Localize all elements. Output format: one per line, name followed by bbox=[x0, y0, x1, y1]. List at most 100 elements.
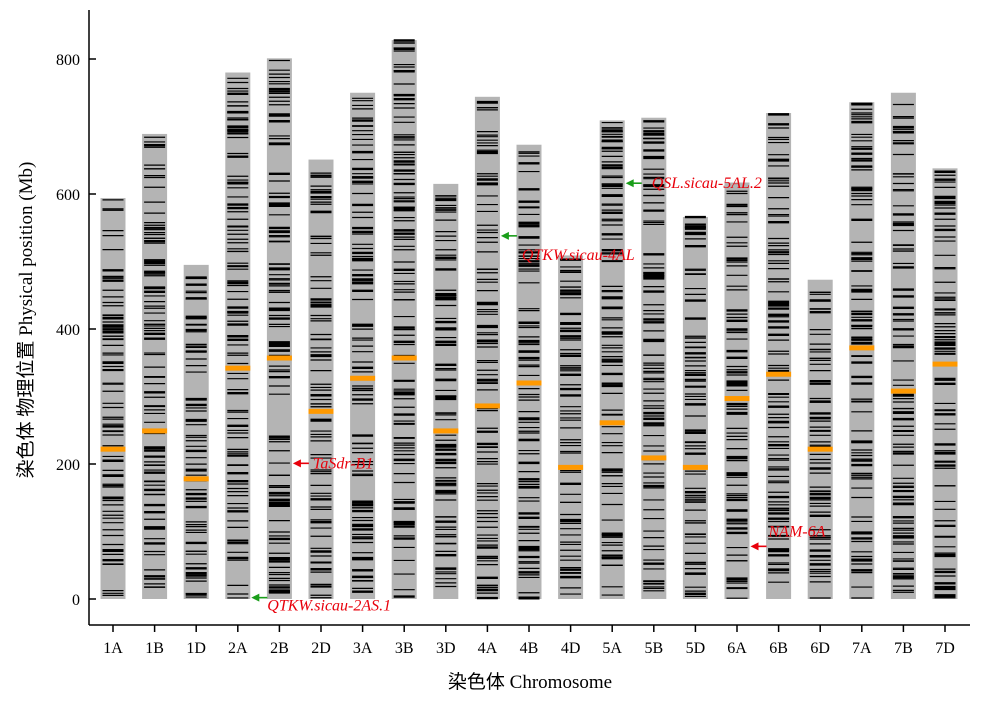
annotations: QSL.sicau-5AL.2 QTKW.sicau-4AL TaSdr-B1 NAM… bbox=[251, 175, 826, 615]
x-tick-label: 4D bbox=[561, 640, 581, 657]
chromosome-2D bbox=[308, 159, 334, 599]
chromosome-bar bbox=[682, 216, 708, 599]
y-tick-label: 800 bbox=[56, 52, 80, 69]
chromosome-bars bbox=[100, 39, 958, 600]
centromere-mark bbox=[890, 388, 916, 394]
annotation-label: NAM-6A bbox=[768, 523, 826, 540]
x-tick-label: 2A bbox=[228, 640, 248, 657]
centromere-mark bbox=[516, 380, 542, 386]
x-tick-label: 2D bbox=[311, 640, 331, 657]
x-tick-label: 1A bbox=[103, 640, 123, 657]
centromere-mark bbox=[474, 403, 500, 409]
centromere-mark bbox=[558, 464, 584, 470]
chromosome-bar bbox=[308, 159, 334, 599]
centromere-mark bbox=[849, 345, 875, 351]
chromosome-4D bbox=[558, 255, 584, 600]
chromosome-bar bbox=[474, 96, 500, 600]
y-ticks: 0 200 400 600 800 bbox=[56, 52, 96, 609]
annotation-arrowhead bbox=[625, 179, 634, 188]
chromosome-6A bbox=[724, 182, 750, 599]
annotation-arrowhead bbox=[750, 542, 759, 551]
centromere-mark bbox=[807, 446, 833, 452]
x-tick-label: 4B bbox=[520, 640, 539, 657]
chromosome-2B bbox=[266, 58, 292, 599]
annotation-label: QTKW.sicau-4AL bbox=[522, 247, 635, 264]
x-tick-label: 6D bbox=[810, 640, 830, 657]
centromere-mark bbox=[350, 375, 376, 381]
x-tick-label: 5B bbox=[644, 640, 663, 657]
chromosome-5D bbox=[682, 215, 708, 599]
chromosome-3D bbox=[433, 183, 459, 599]
centromere-mark bbox=[100, 446, 126, 452]
centromere-mark bbox=[932, 361, 958, 367]
y-tick-label: 200 bbox=[56, 457, 80, 474]
chromosome-4B bbox=[516, 144, 542, 600]
x-tick-label: 7D bbox=[935, 640, 955, 657]
annotation-qsl-sicau-5al-2: QSL.sicau-5AL.2 bbox=[625, 175, 762, 192]
chromosome-bar bbox=[183, 264, 209, 599]
chromosome-3B bbox=[391, 39, 417, 600]
annotation-tasdr-b1: TaSdr-B1 bbox=[292, 455, 373, 472]
chromosome-bar bbox=[849, 102, 875, 599]
chromosome-1B bbox=[142, 133, 168, 600]
chromosome-bar bbox=[142, 133, 168, 600]
x-tick-label: 1D bbox=[186, 640, 206, 657]
centromere-mark bbox=[766, 371, 792, 377]
centromere-mark bbox=[225, 365, 251, 371]
centromere-mark bbox=[308, 408, 334, 414]
chromosome-bar bbox=[100, 198, 126, 600]
annotation-qtkw-sicau-2as-1: QTKW.sicau-2AS.1 bbox=[251, 593, 391, 615]
chromosome-7B bbox=[890, 92, 916, 599]
centromere-mark bbox=[433, 428, 459, 434]
annotation-label: TaSdr-B1 bbox=[313, 455, 373, 472]
chromosome-6B bbox=[766, 113, 792, 599]
x-tick-label: 5D bbox=[686, 640, 706, 657]
centromere-mark bbox=[724, 396, 750, 402]
x-tick-label: 4A bbox=[478, 640, 498, 657]
annotation-label: QTKW.sicau-2AS.1 bbox=[267, 598, 391, 615]
chromosome-3A bbox=[350, 92, 376, 599]
chromosome-bar bbox=[266, 58, 292, 599]
annotation-arrowhead bbox=[500, 231, 509, 240]
chromosome-5B bbox=[641, 117, 667, 599]
y-tick-label: 400 bbox=[56, 322, 80, 339]
chromosome-1D bbox=[183, 264, 209, 599]
x-tick-label: 1B bbox=[145, 640, 164, 657]
x-axis-title: 染色体 Chromosome bbox=[448, 671, 612, 693]
y-axis-title: 染色体 物理位置 Physical position (Mb) bbox=[15, 162, 37, 479]
chromosome-bar bbox=[391, 40, 417, 600]
x-tick-label: 6A bbox=[727, 640, 747, 657]
y-tick-label: 600 bbox=[56, 187, 80, 204]
x-tick-label: 7A bbox=[852, 640, 872, 657]
y-tick-label: 0 bbox=[72, 592, 80, 609]
annotation-arrowhead bbox=[251, 593, 260, 602]
annotation-qtkw-sicau-4al: QTKW.sicau-4AL bbox=[500, 231, 635, 264]
annotation-arrowhead bbox=[292, 459, 301, 468]
chromosome-2A bbox=[225, 72, 251, 599]
centromere-mark bbox=[266, 355, 292, 361]
centromere-mark bbox=[641, 455, 667, 461]
centromere-mark bbox=[682, 464, 708, 470]
annotation-nam-6a: NAM-6A bbox=[750, 523, 826, 551]
x-tick-label: 3B bbox=[395, 640, 414, 657]
x-tick-label: 3D bbox=[436, 640, 456, 657]
chromosome-5A bbox=[599, 120, 625, 600]
chromosome-4A bbox=[474, 96, 500, 600]
x-tick-label: 3A bbox=[353, 640, 373, 657]
x-ticks: 1A 1B 1D 2A 2B 2D 3A 3B 3D 4A 4B 4D 5A 5B 5D 6A 6B 6D 7A 7B… bbox=[103, 625, 955, 657]
centromere-mark bbox=[142, 428, 168, 434]
chromosome-7D bbox=[932, 168, 958, 599]
centromere-mark bbox=[391, 355, 417, 361]
centromere-mark bbox=[599, 420, 625, 426]
chromosome-bar bbox=[558, 255, 584, 600]
chromosome-bar bbox=[807, 279, 833, 599]
x-tick-label: 6B bbox=[769, 640, 788, 657]
x-tick-label: 7B bbox=[894, 640, 913, 657]
annotation-label: QSL.sicau-5AL.2 bbox=[652, 175, 762, 192]
chromosome-bar bbox=[516, 144, 542, 599]
chromosome-6D bbox=[807, 279, 833, 599]
centromere-mark bbox=[183, 476, 209, 482]
x-tick-label: 5A bbox=[602, 640, 622, 657]
x-tick-label: 2B bbox=[270, 640, 289, 657]
